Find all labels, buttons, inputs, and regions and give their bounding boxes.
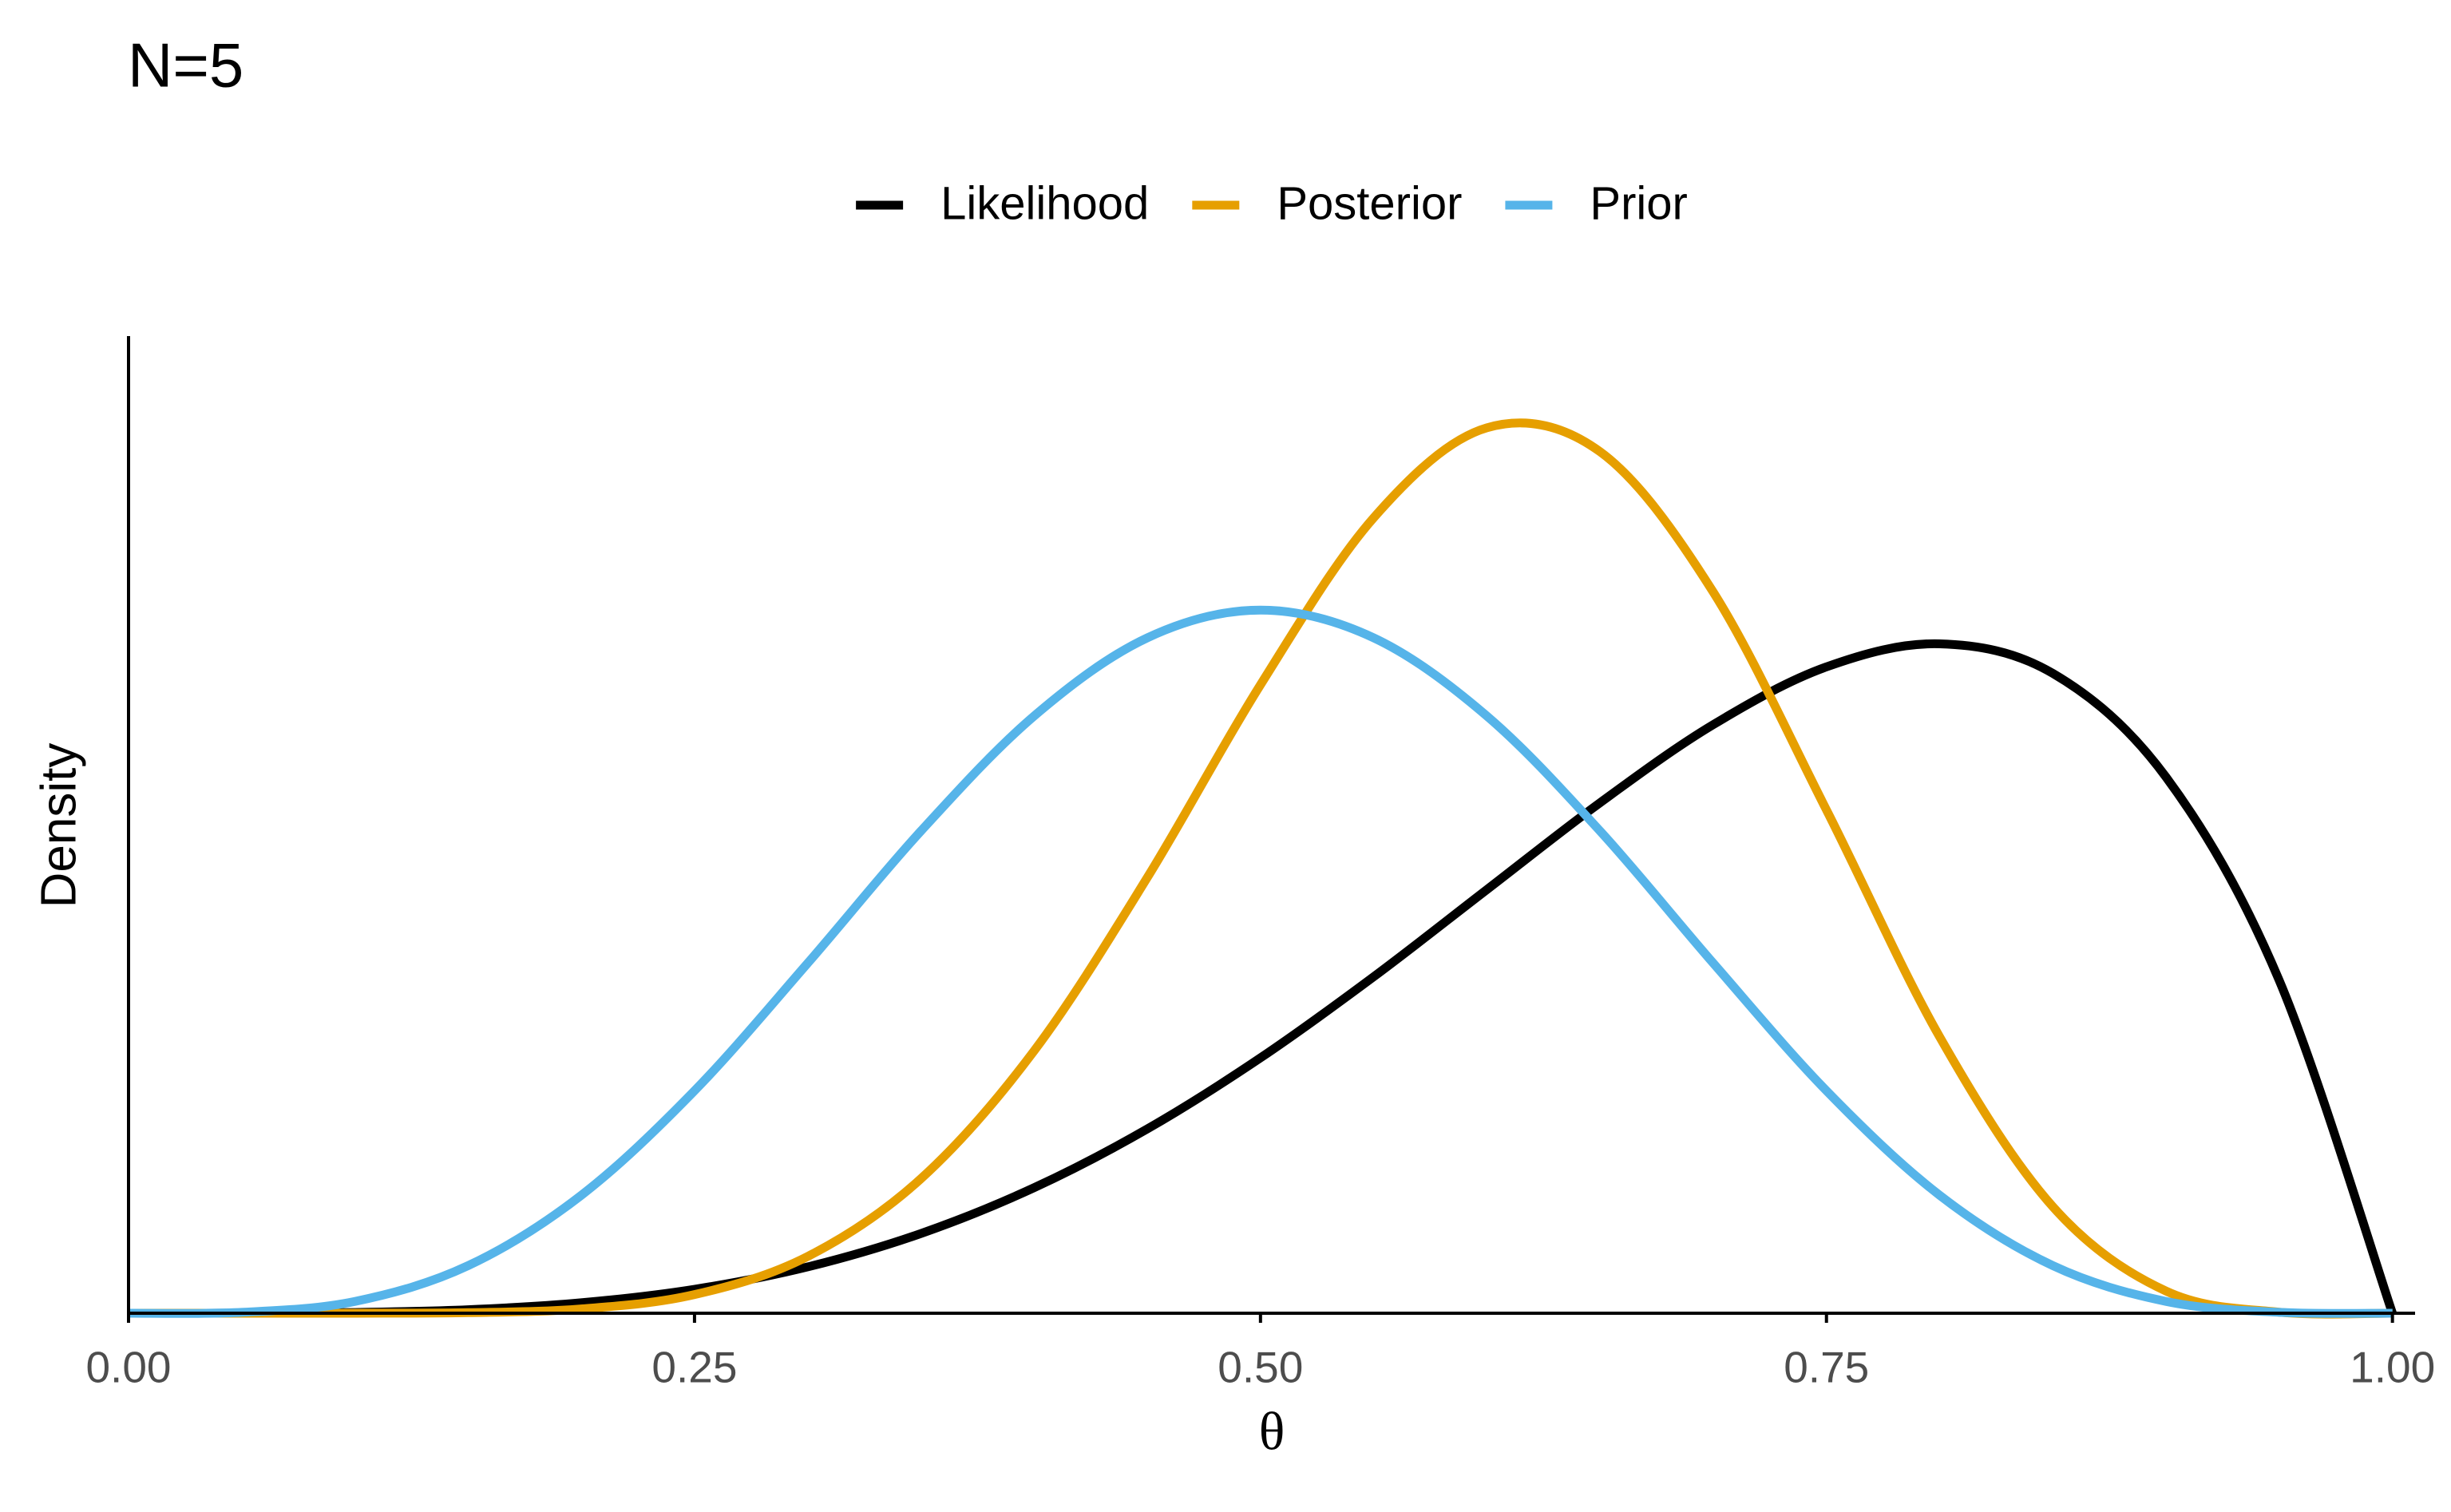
series-line [128,418,2393,1319]
x-tick-label: 0.25 [651,1343,737,1392]
x-tick-label: 0.50 [1218,1343,1303,1392]
legend-label: Prior [1590,177,1687,229]
x-tick-label: 0.75 [1784,1343,1869,1392]
legend: Likelihood Posterior Prior [856,177,1688,229]
series-line [128,605,2393,1318]
x-tick-label: 1.00 [2350,1343,2435,1392]
series-line [128,639,2397,1318]
x-axis-label: θ [1259,1401,1285,1462]
legend-label: Posterior [1277,177,1462,229]
x-tick-label: 0.00 [85,1343,171,1392]
legend-label: Likelihood [940,177,1149,229]
chart-title: N=5 [128,30,244,101]
y-axis-label: Density [31,743,86,908]
plot-area: 0.00 0.25 0.50 0.75 1.00 [85,336,2435,1392]
